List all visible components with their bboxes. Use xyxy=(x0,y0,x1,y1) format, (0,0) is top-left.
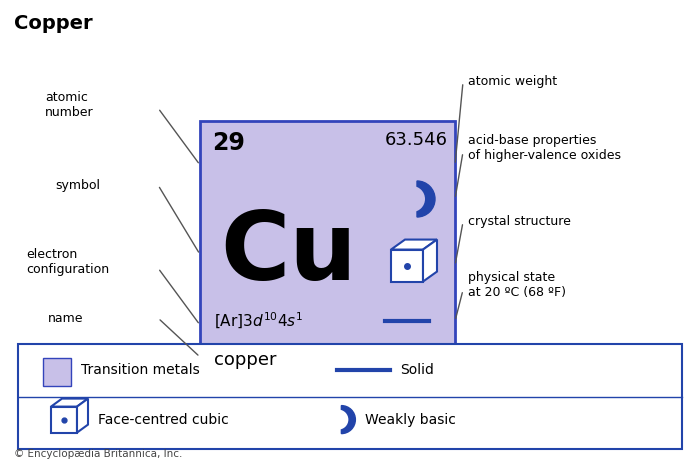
Wedge shape xyxy=(338,410,349,430)
Polygon shape xyxy=(423,240,437,282)
Polygon shape xyxy=(51,399,88,407)
Text: $\mathrm{[Ar]3}d^{10}\mathrm{4}s^{1}$: $\mathrm{[Ar]3}d^{10}\mathrm{4}s^{1}$ xyxy=(214,311,303,331)
Text: copper: copper xyxy=(214,351,276,369)
Text: physical state
at 20 ºC (68 ºF): physical state at 20 ºC (68 ºF) xyxy=(468,271,566,299)
Text: name: name xyxy=(48,311,83,325)
Text: symbol: symbol xyxy=(55,178,100,191)
Text: acid-base properties
of higher-valence oxides: acid-base properties of higher-valence o… xyxy=(468,134,621,162)
Bar xyxy=(200,121,455,399)
Bar xyxy=(43,358,71,386)
Text: © Encyclopædia Britannica, Inc.: © Encyclopædia Britannica, Inc. xyxy=(14,449,183,459)
Text: electron
configuration: electron configuration xyxy=(26,248,109,276)
Bar xyxy=(18,344,682,449)
Text: atomic weight: atomic weight xyxy=(468,76,557,89)
Text: Copper: Copper xyxy=(14,14,92,33)
Bar xyxy=(391,249,423,282)
Text: crystal structure: crystal structure xyxy=(468,215,571,228)
Text: Cu: Cu xyxy=(220,208,356,300)
Text: Weakly basic: Weakly basic xyxy=(365,413,456,426)
Text: Solid: Solid xyxy=(400,363,434,377)
Wedge shape xyxy=(412,186,425,212)
Polygon shape xyxy=(77,399,88,432)
Text: Transition metals: Transition metals xyxy=(81,363,200,377)
Polygon shape xyxy=(391,240,437,249)
Text: 29: 29 xyxy=(212,131,245,155)
Bar xyxy=(51,407,77,432)
Text: atomic
number: atomic number xyxy=(45,91,94,119)
Wedge shape xyxy=(417,181,435,217)
Text: Face-centred cubic: Face-centred cubic xyxy=(98,413,229,426)
Text: 63.546: 63.546 xyxy=(385,131,448,149)
Wedge shape xyxy=(342,406,356,433)
